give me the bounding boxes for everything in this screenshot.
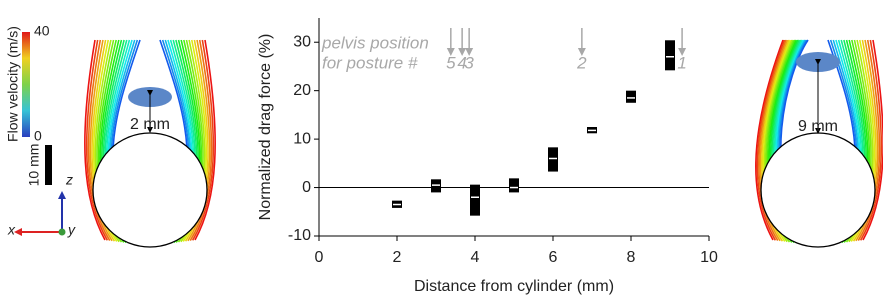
arrowhead bbox=[14, 228, 22, 236]
x-axis-title: Distance from cylinder (mm) bbox=[414, 278, 614, 295]
x-tick-label: 2 bbox=[393, 249, 402, 266]
box bbox=[626, 91, 636, 103]
y-tick-label: 30 bbox=[293, 33, 311, 50]
box bbox=[548, 147, 558, 171]
cylinder bbox=[761, 133, 875, 247]
y-axis-dot bbox=[59, 229, 66, 236]
flow-lines bbox=[85, 40, 883, 245]
gap-label: 2 mm bbox=[130, 116, 170, 133]
x-tick-label: 4 bbox=[471, 249, 480, 266]
box bbox=[665, 40, 675, 70]
x-tick-label: 6 bbox=[549, 249, 558, 266]
figure: 2 mm 9 mm Flow velocity (m/s) 10 mm z x … bbox=[0, 0, 883, 301]
y-tick-label: 10 bbox=[293, 130, 311, 147]
colorbar-tick-label: 0 bbox=[34, 128, 42, 144]
y-tick-label: 20 bbox=[293, 82, 311, 99]
posture-label: 3 bbox=[464, 53, 474, 72]
posture-label: 5 bbox=[446, 53, 456, 72]
x-tick-label: 8 bbox=[627, 249, 636, 266]
x-tick-label: 10 bbox=[700, 249, 718, 266]
y-axis-title: Normalized drag force (%) bbox=[257, 34, 274, 221]
colorbar-tick-label: 40 bbox=[34, 23, 50, 39]
axis-label: x bbox=[7, 222, 16, 238]
gap-label: 9 mm bbox=[798, 118, 838, 135]
box bbox=[509, 178, 519, 192]
arrowhead bbox=[58, 191, 66, 199]
y-tick-label: -10 bbox=[288, 227, 311, 244]
cylinder bbox=[93, 133, 207, 247]
axis-label: y bbox=[67, 222, 76, 238]
colorbar bbox=[22, 32, 30, 137]
box bbox=[470, 185, 480, 216]
axis-label: z bbox=[65, 172, 73, 188]
scale-bar bbox=[45, 145, 52, 185]
annotation: pelvis position bbox=[321, 33, 429, 52]
posture-label: 1 bbox=[677, 53, 686, 72]
x-tick-label: 0 bbox=[315, 249, 324, 266]
y-tick-label: 0 bbox=[302, 179, 311, 196]
scale-label: 10 mm bbox=[26, 144, 42, 187]
colorbar-label: Flow velocity (m/s) bbox=[5, 26, 21, 142]
annotation: for posture # bbox=[322, 53, 418, 72]
posture-label: 2 bbox=[576, 53, 587, 72]
